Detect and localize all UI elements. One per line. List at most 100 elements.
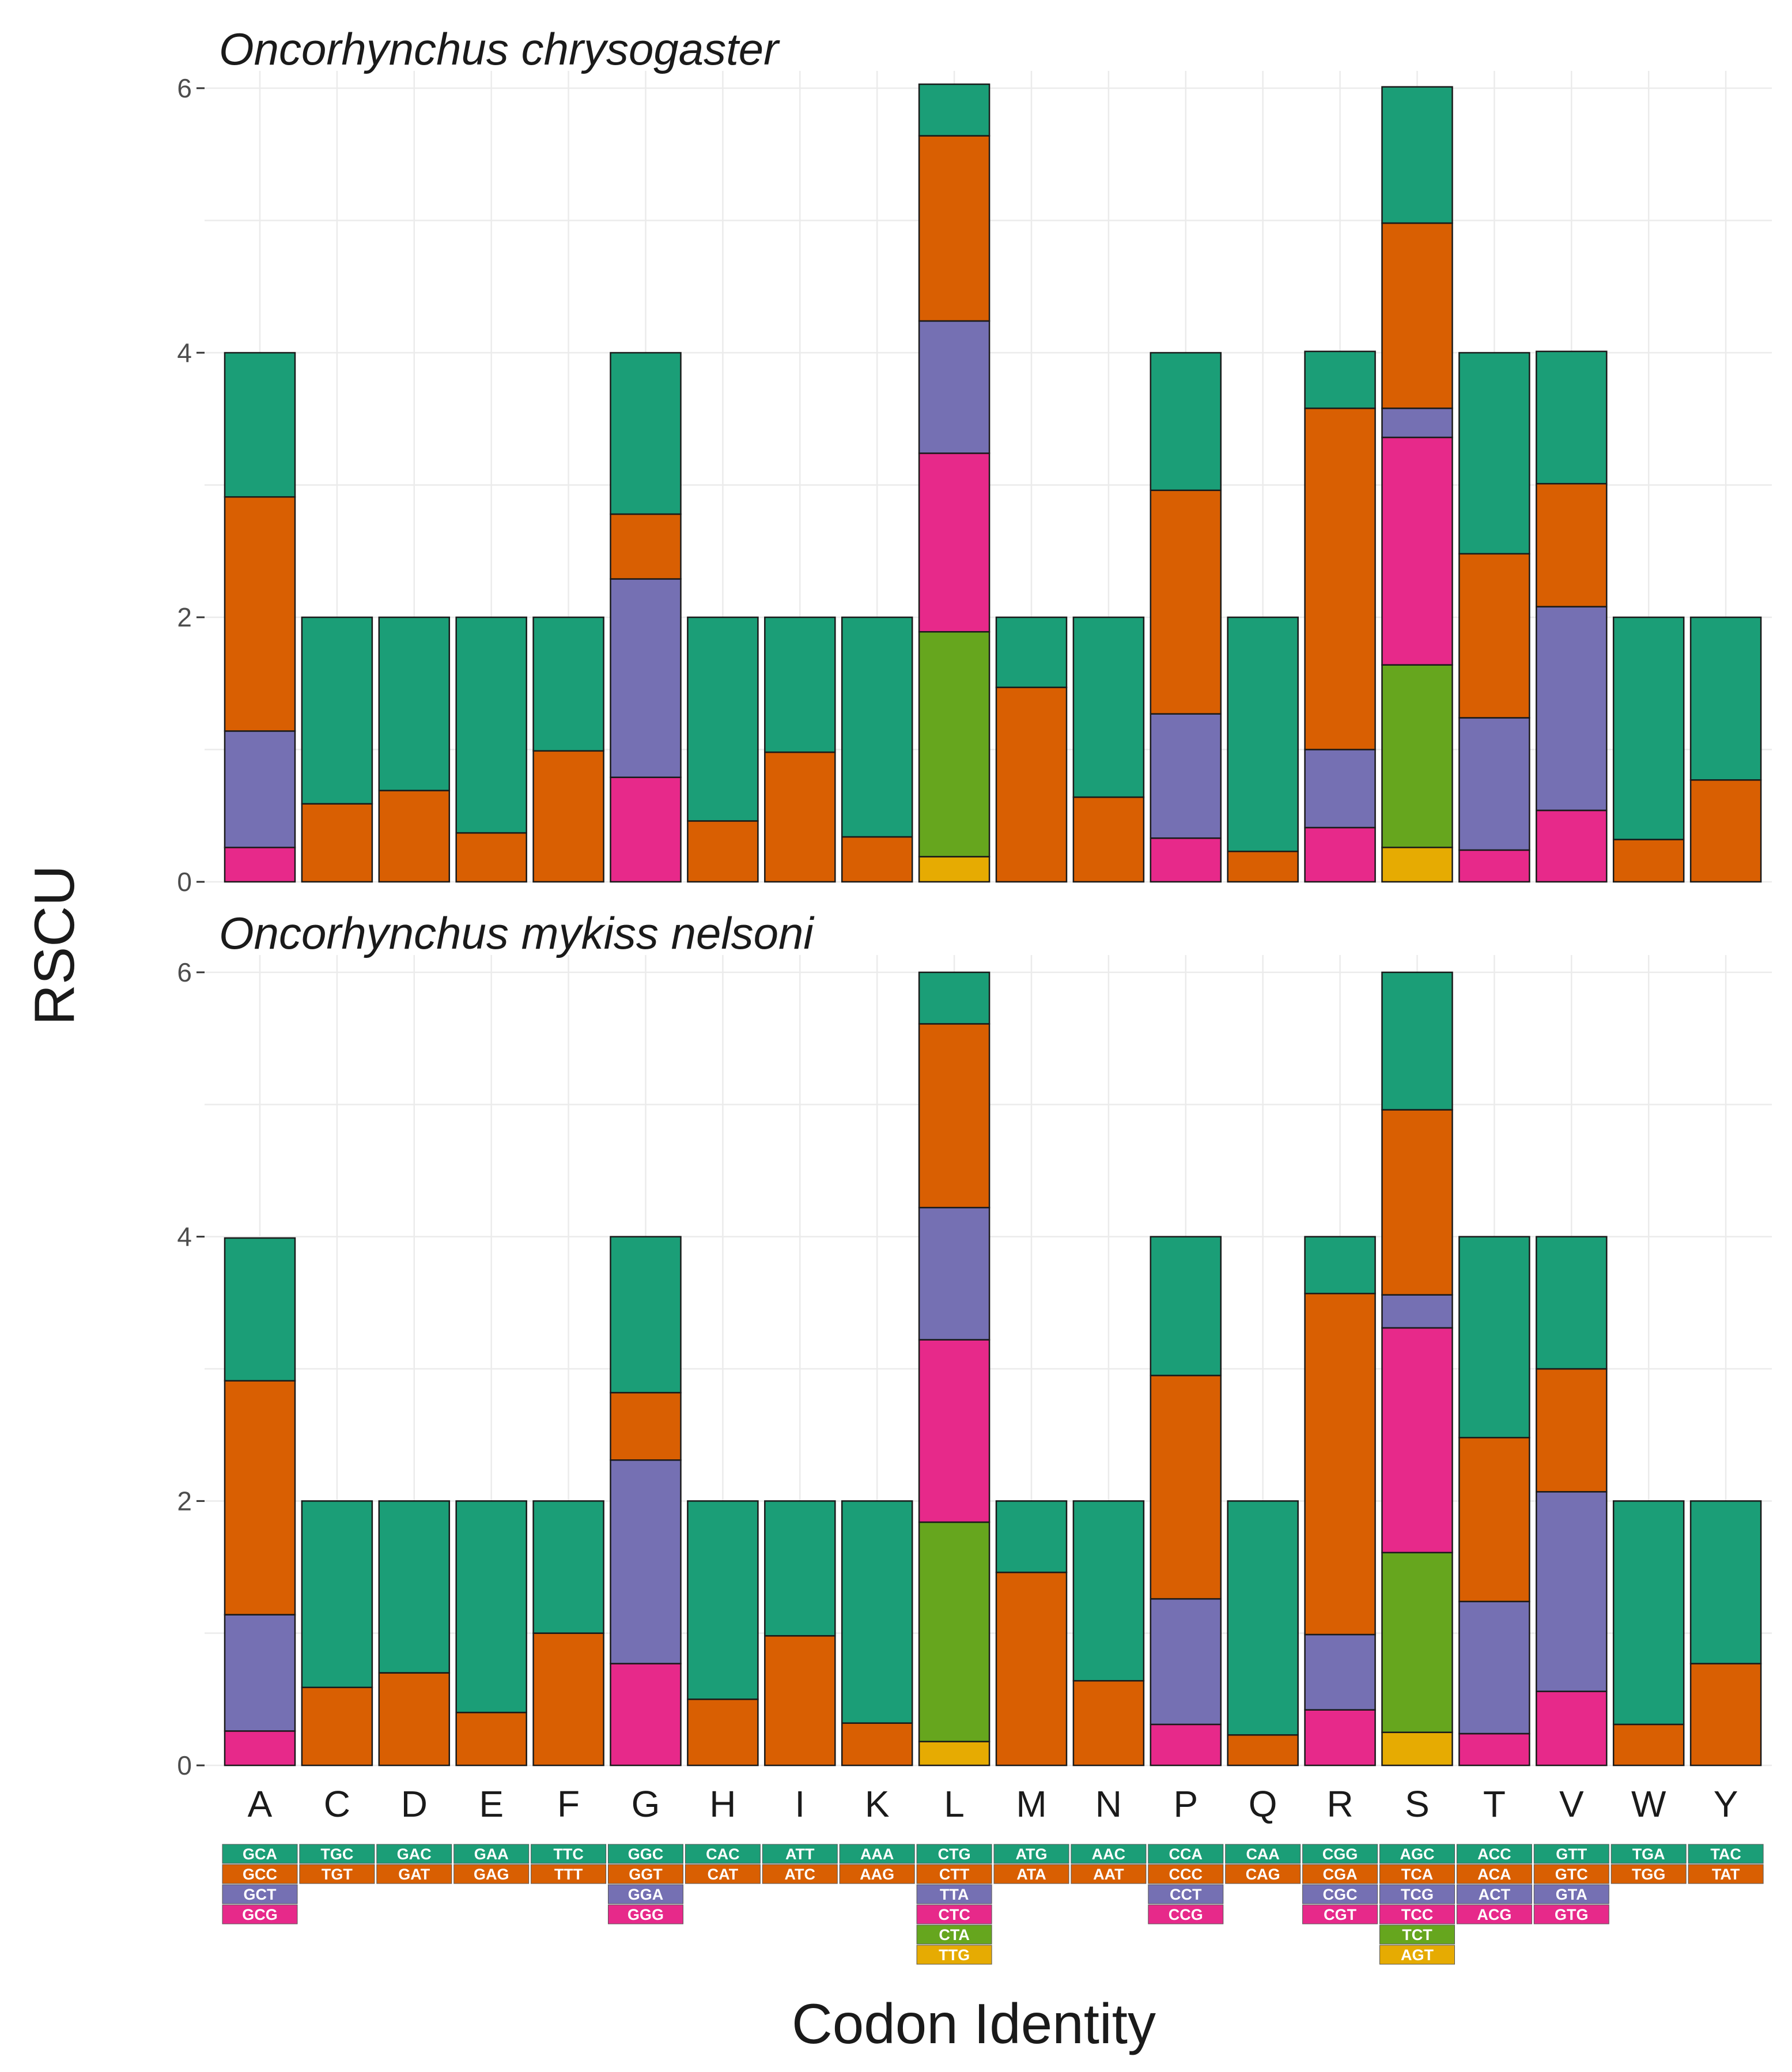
bar-segment-TTT: TTT: 0.99 [532, 750, 604, 883]
bar-segment-GAT: GAT: 0.69 [378, 790, 451, 883]
x-tick-label: R [1326, 1783, 1353, 1825]
codon-cell [1379, 1945, 1455, 1965]
codon-column-P: CCA CCC CCT CCG [1148, 1844, 1224, 1924]
codon-cell [531, 1844, 607, 1864]
bar-segment-GGA: GGA: 1.5 [610, 578, 682, 778]
bar-segment-CCA: CCA: 1.04 [1150, 352, 1222, 491]
bar-stack-I: ATC: 0.98ATT: 1.02 [764, 1500, 836, 1767]
bar-segment-AAA: AAA: 1.66 [841, 616, 913, 838]
bar-segment-ATG: ATG: 0.54 [995, 1500, 1068, 1573]
x-tick-label: A [248, 1783, 273, 1825]
bar-segment-CGT: CGT: 0.41 [1304, 826, 1376, 883]
bar-segment-ACT: ACT: 1 [1458, 717, 1530, 851]
codon-label: CTC [938, 1906, 970, 1923]
bar-segment-GTC: GTC: 0.93 [1536, 1368, 1608, 1493]
bar-stack-R: CGT: 0.42CGC: 0.57CGA: 2.58CGG: 0.43 [1304, 1236, 1376, 1767]
bar-segment-GTA: GTA: 1.51 [1536, 1491, 1608, 1692]
codon-label: AGT [1401, 1946, 1434, 1964]
bar-stack-A: GCG: 0.26GCT: 0.88GCC: 1.77GCA: 1.08 [224, 1237, 296, 1767]
y-tick-label: 6 [177, 73, 192, 103]
bar-segment-TGA: TGA: 1.69 [1612, 1500, 1685, 1726]
codon-label: TGA [1632, 1845, 1665, 1863]
x-tick-label: Y [1714, 1783, 1738, 1825]
codon-label: GAA [474, 1845, 509, 1863]
bar-segment-CGA: CGA: 2.58 [1304, 1293, 1376, 1636]
bar-segment-ACT: ACT: 1 [1458, 1601, 1530, 1735]
codon-cell [608, 1844, 683, 1864]
codon-label: AAC [1092, 1845, 1126, 1863]
codon-label: GTC [1555, 1866, 1588, 1883]
codon-cell [1379, 1844, 1455, 1864]
bar-stack-N: AAT: 0.64AAC: 1.36 [1072, 1500, 1145, 1767]
bar-segment-TGC: TGC: 1.41 [301, 616, 373, 805]
bar-segment-GGA: GGA: 1.54 [610, 1459, 682, 1665]
codon-cell [222, 1884, 298, 1904]
bar-segment-GGC: GGC: 1.18 [610, 1236, 682, 1394]
bar-stack-P: CCG: 0.33CCT: 0.94CCC: 1.69CCA: 1.04 [1150, 352, 1222, 883]
bar-segment-CAG: CAG: 0.23 [1227, 1734, 1299, 1767]
codon-label: TTC [553, 1845, 583, 1863]
bar-segment-GCT: GCT: 0.88 [224, 730, 296, 848]
codon-cell [222, 1844, 298, 1864]
bar-stack-M: ATA: 1.46ATG: 0.54 [995, 1500, 1068, 1767]
bar-segment-GGT: GGT: 0.51 [610, 1392, 682, 1461]
bar-segment-TTA: TTA: 1 [918, 320, 990, 454]
codon-label: ACG [1477, 1906, 1511, 1923]
codon-cell [1379, 1904, 1455, 1924]
codon-label: AAA [860, 1845, 894, 1863]
codon-cell [1225, 1844, 1301, 1864]
x-tick-label: S [1405, 1783, 1430, 1825]
bar-segment-GCC: GCC: 1.77 [224, 1380, 296, 1616]
bar-segment-GTG: GTG: 0.54 [1536, 809, 1608, 883]
codon-cell [839, 1844, 915, 1864]
codon-cell [916, 1884, 992, 1904]
codon-cell [685, 1864, 761, 1884]
bar-segment-CGG: CGG: 0.43 [1304, 1236, 1376, 1294]
codon-cell [993, 1864, 1069, 1884]
x-tick-label: E [479, 1783, 504, 1825]
codon-column-H: CAC CAT [685, 1844, 761, 1884]
codon-cell [1071, 1864, 1147, 1884]
bar-segment-GAC: GAC: 1.3 [378, 1500, 451, 1674]
x-tick-label: D [401, 1783, 428, 1825]
codon-label: CCA [1169, 1845, 1203, 1863]
x-tick-label: I [795, 1783, 805, 1825]
codon-cell [1610, 1844, 1687, 1864]
bar-segment-CTA: CTA: 1.7 [918, 631, 990, 858]
codon-label: GCA [243, 1845, 277, 1863]
codon-label: AAG [860, 1866, 894, 1883]
bar-segment-CTA: CTA: 1.66 [918, 1521, 990, 1742]
codon-column-L: CTG CTT TTA CTC CTA TTG [916, 1844, 992, 1965]
bar-segment-CTC: CTC: 1.35 [918, 452, 990, 633]
codon-cell [608, 1904, 683, 1924]
x-tick-label: P [1173, 1783, 1198, 1825]
codon-cell [762, 1844, 838, 1864]
y-tick-label: 6 [177, 957, 192, 987]
codon-cell [1379, 1864, 1455, 1884]
codon-label: GCC [243, 1866, 277, 1883]
codon-label: TTG [939, 1946, 970, 1964]
codon-column-N: AAC AAT [1071, 1844, 1147, 1884]
codon-label: TGT [322, 1866, 353, 1883]
codon-cell [1379, 1884, 1455, 1904]
bar-segment-GAA: GAA: 1.63 [455, 616, 527, 834]
y-tick-label: 2 [177, 1486, 192, 1516]
codon-label: CTG [938, 1845, 971, 1863]
bar-stack-V: GTG: 0.54GTA: 1.54GTC: 0.93GTT: 1 [1536, 350, 1608, 883]
codon-cell [1071, 1844, 1147, 1864]
bar-stack-C: TGT: 0.59TGC: 1.41 [301, 1500, 373, 1767]
codon-cell [608, 1884, 683, 1904]
bar-stack-G: GGG: 0.77GGA: 1.54GGT: 0.51GGC: 1.18 [610, 1236, 682, 1767]
bar-stack-S: AGT: 0.26TCT: 1.38TCC: 1.72TCG: 0.22TCA:… [1381, 86, 1453, 883]
codon-label: CCT [1170, 1886, 1202, 1903]
codon-column-T: ACC ACA ACT ACG [1456, 1844, 1532, 1924]
codon-label: CCG [1169, 1906, 1203, 1923]
bar-segment-CTT: CTT: 1.39 [918, 1023, 990, 1209]
codon-label: TGC [320, 1845, 353, 1863]
bar-segment-CAC: CAC: 1.5 [687, 1500, 759, 1700]
codon-label: ATT [785, 1845, 815, 1863]
bar-stack-D: GAT: 0.7GAC: 1.3 [378, 1500, 451, 1767]
codon-cell [1302, 1904, 1378, 1924]
codon-column-V: GTT GTC GTA GTG [1533, 1844, 1609, 1924]
bar-stack-E: GAG: 0.37GAA: 1.63 [455, 616, 527, 883]
